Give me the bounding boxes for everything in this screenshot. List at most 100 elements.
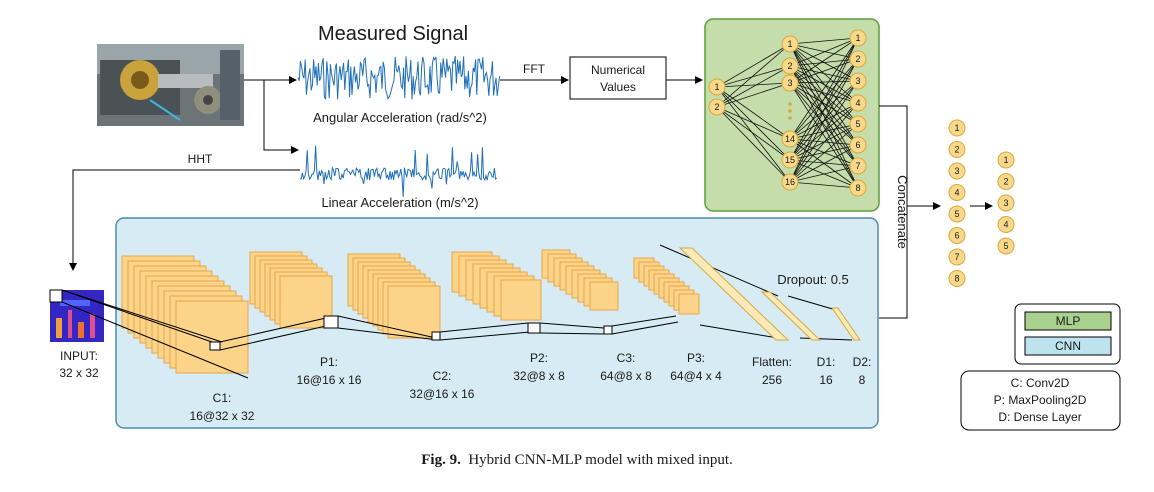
- p1-size: 16@16 x 16: [297, 373, 362, 387]
- concat-node: 7: [948, 248, 966, 266]
- flatten-label: Flatten:: [752, 355, 792, 369]
- test-rig-photo-icon: [97, 44, 244, 126]
- mlp-input-node-label: 1: [714, 82, 719, 92]
- c2-stack: [347, 253, 441, 339]
- mlp-output-node-label: 4: [855, 98, 860, 108]
- key-conv: C: Conv2D: [1011, 376, 1070, 390]
- d1-label: D1:: [817, 355, 836, 369]
- mlp-output-node: 4: [849, 94, 867, 112]
- mlp-hidden-node: 2: [781, 57, 799, 75]
- final-node: 1: [997, 151, 1015, 169]
- numerical-values-label-1: Numerical: [591, 63, 645, 77]
- concat-node-label: 1: [954, 123, 959, 133]
- mlp-connections: [716, 37, 859, 189]
- final-node-label: 3: [1003, 198, 1008, 208]
- mlp-hidden-node-label: 2: [787, 61, 792, 71]
- hht-connector: [69, 169, 300, 271]
- angular-signal-waveform: [297, 55, 501, 101]
- mlp-output-node-label: 6: [855, 140, 860, 150]
- mlp-output-node-label: 1: [855, 33, 860, 43]
- final-node-label: 2: [1003, 177, 1008, 187]
- mlp-output-node-label: 8: [855, 183, 860, 193]
- mlp-hidden-node: 15: [781, 151, 799, 169]
- p2-size: 32@8 x 8: [513, 369, 565, 383]
- mlp-input-node: 1: [708, 78, 726, 96]
- mlp-hidden-node-label: 14: [785, 134, 795, 144]
- mlp-nodes: 1 2 1 2 3 14 15 16 1 2 3 4 5 6 7 8: [708, 29, 867, 197]
- concat-node-label: 7: [954, 252, 959, 262]
- legend-mlp-label: MLP: [1056, 314, 1081, 328]
- signal-title: Measured Signal: [318, 23, 468, 45]
- input-label: INPUT:: [60, 349, 98, 363]
- c2-label: C2:: [433, 369, 452, 383]
- concatenate-label: Concatenate: [895, 175, 910, 249]
- concat-node-label: 6: [954, 231, 959, 241]
- legend-cnn-swatch: [1024, 336, 1112, 356]
- fft-label: FFT: [523, 62, 546, 76]
- concat-node-label: 5: [954, 209, 959, 219]
- mlp-hidden-node: 16: [781, 173, 799, 191]
- concat-node-label: 8: [954, 274, 959, 284]
- input-size: 32 x 32: [59, 366, 99, 380]
- mlp-hidden-node-label: 3: [787, 78, 792, 88]
- concat-node-label: 4: [954, 188, 959, 198]
- p3-stack: [633, 257, 700, 315]
- flatten-size: 256: [762, 373, 782, 387]
- hht-label: HHT: [188, 152, 213, 166]
- linearSignal-trace: [300, 145, 498, 197]
- figure-caption: Fig. 9. Hybrid CNN-MLP model with mixed …: [0, 452, 1154, 469]
- caption-text: Hybrid CNN-MLP model with mixed input.: [468, 452, 733, 468]
- p3-label: P3:: [687, 351, 705, 365]
- final-node: 3: [997, 194, 1015, 212]
- linear-label: Linear Acceleration (m/s^2): [321, 195, 478, 210]
- concat-node-label: 2: [954, 145, 959, 155]
- numerical-values-label-2: Values: [600, 80, 636, 94]
- d1-size: 16: [819, 373, 833, 387]
- mlp-hidden-node-label: 15: [785, 155, 795, 165]
- final-node: 4: [997, 216, 1015, 233]
- final-node: 5: [997, 237, 1015, 255]
- mlp-output-node: 5: [849, 115, 867, 133]
- mlp-output-node-label: 7: [855, 161, 860, 171]
- mlp-output-node-label: 2: [855, 54, 860, 64]
- concat-node: 5: [948, 205, 966, 223]
- p2-stack: [451, 251, 542, 321]
- mlp-hidden-node-label: 16: [785, 177, 795, 187]
- dense-bars: [678, 247, 861, 341]
- final-node-label: 5: [1003, 241, 1008, 251]
- p2-label: P2:: [530, 351, 548, 365]
- mlp-input-node: 2: [708, 98, 726, 116]
- numerical-values-box: Numerical Values: [569, 56, 667, 100]
- mlp-output-node: 8: [849, 179, 867, 197]
- concatenate-connector: [879, 105, 993, 319]
- concat-node: 1: [948, 119, 966, 137]
- c2-size: 32@16 x 16: [410, 387, 475, 401]
- d2-size: 8: [859, 373, 866, 387]
- d2-label: D2:: [853, 355, 872, 369]
- cnn-projection-lines: [61, 244, 853, 379]
- angular-label: Angular Acceleration (rad/s^2): [313, 110, 487, 125]
- mlp-output-node: 6: [849, 136, 867, 154]
- p3-size: 64@4 x 4: [670, 369, 722, 383]
- dropout-label: Dropout: 0.5: [777, 272, 849, 287]
- c1-label: C1:: [213, 391, 232, 405]
- hidden-ellipsis: [788, 102, 792, 120]
- mlp-output-node-label: 3: [855, 76, 860, 86]
- key-pool: P: MaxPooling2D: [994, 393, 1087, 407]
- p1-label: P1:: [320, 355, 338, 369]
- legend: MLP CNN: [1014, 303, 1121, 365]
- cnn-feature-maps: [121, 249, 700, 374]
- mlp-output-node-label: 5: [855, 119, 860, 129]
- mlp-output-node: 2: [849, 50, 867, 68]
- concat-node: 3: [948, 162, 966, 180]
- final-node-label: 1: [1003, 155, 1008, 165]
- concat-node: 2: [948, 141, 966, 158]
- concat-node: 4: [948, 184, 966, 201]
- mlp-hidden-node-label: 1: [787, 39, 792, 49]
- legend-mlp-swatch: [1024, 311, 1112, 331]
- c1-size: 16@32 x 32: [190, 409, 255, 423]
- legend-cnn-label: CNN: [1055, 339, 1081, 353]
- mlp-input-node-label: 2: [714, 102, 719, 112]
- photo-connectors: [244, 76, 299, 154]
